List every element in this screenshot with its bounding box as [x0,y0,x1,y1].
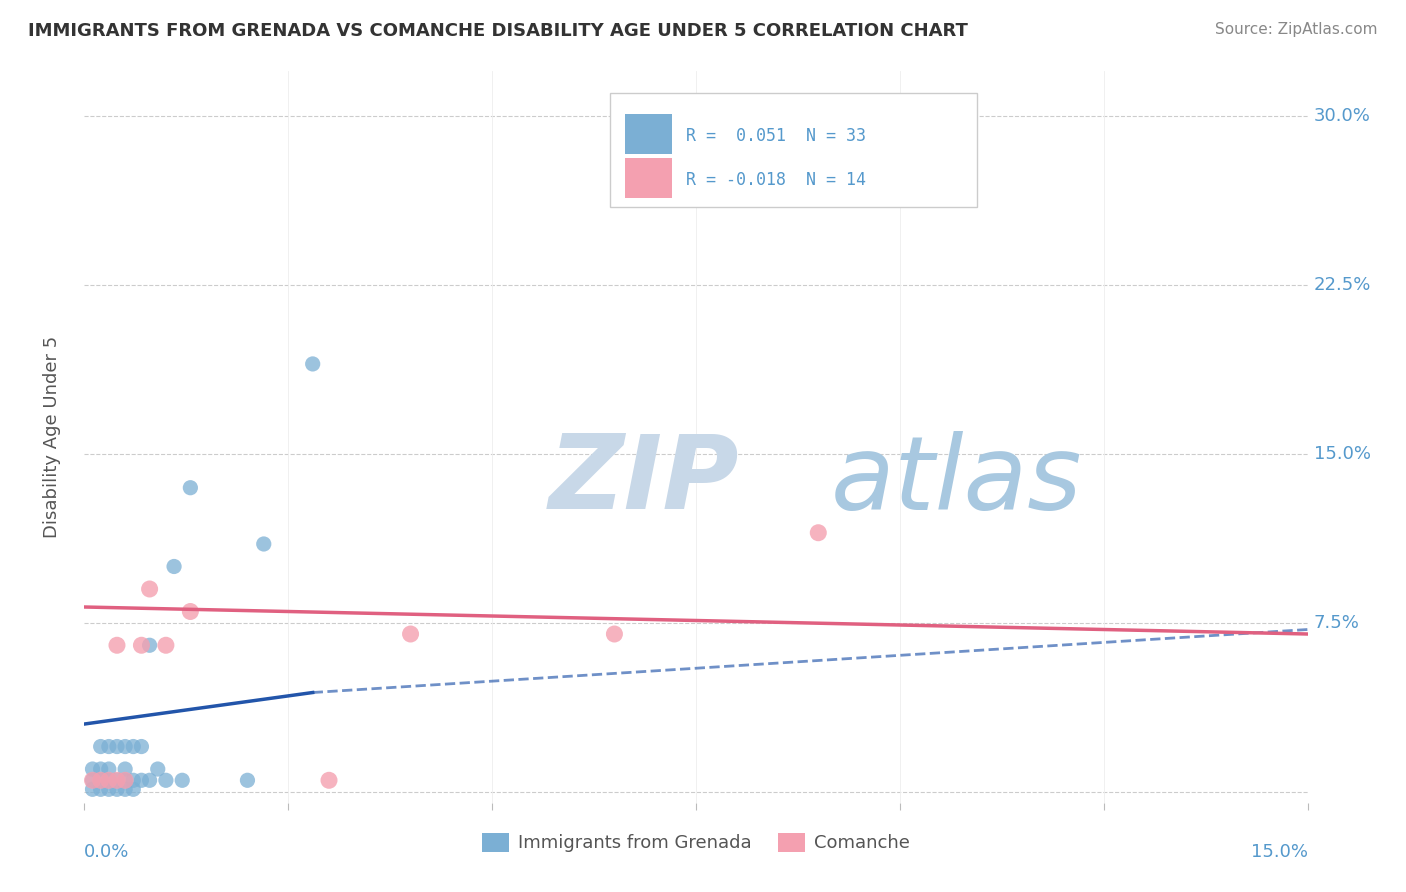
Point [90,739,112,754]
Text: atlas: atlas [831,431,1083,531]
Point [105,782,128,797]
Point [603,627,626,641]
Point [97,739,120,754]
Text: Source: ZipAtlas.com: Source: ZipAtlas.com [1215,22,1378,37]
Point [82,782,104,797]
Text: 15.0%: 15.0% [1313,445,1371,463]
Point [114,762,136,776]
Text: ZIP: ZIP [550,431,740,532]
Point [155,638,177,652]
Point [163,559,186,574]
Text: R = -0.018  N = 14: R = -0.018 N = 14 [686,170,866,188]
Point [122,739,145,754]
Point [105,638,128,652]
Point [82,762,104,776]
Text: 22.5%: 22.5% [1313,277,1371,294]
Point [97,773,120,788]
Point [97,782,120,797]
Point [105,739,128,754]
Point [172,773,194,788]
Text: 7.5%: 7.5% [1313,614,1360,632]
Text: 30.0%: 30.0% [1313,107,1371,126]
Point [105,773,128,788]
Text: IMMIGRANTS FROM GRENADA VS COMANCHE DISABILITY AGE UNDER 5 CORRELATION CHART: IMMIGRANTS FROM GRENADA VS COMANCHE DISA… [28,22,967,40]
Point [114,773,136,788]
Point [114,739,136,754]
Point [138,582,160,596]
Point [90,773,112,788]
Point [82,773,104,788]
Point [97,762,120,776]
Text: R =  0.051  N = 33: R = 0.051 N = 33 [686,127,866,145]
Point [253,537,276,551]
Point [301,357,323,371]
FancyBboxPatch shape [610,94,977,207]
Point [114,782,136,797]
Point [122,773,145,788]
Point [179,481,201,495]
Text: 15.0%: 15.0% [1250,843,1308,861]
Point [807,525,830,540]
Point [138,638,160,652]
Point [131,773,153,788]
Legend: Immigrants from Grenada, Comanche: Immigrants from Grenada, Comanche [474,826,918,860]
Text: 0.0%: 0.0% [84,843,129,861]
Point [122,782,145,797]
Point [105,773,128,788]
Point [399,627,422,641]
Point [236,773,259,788]
Point [82,773,104,788]
Point [114,773,136,788]
Point [131,739,153,754]
Point [155,773,177,788]
Point [318,773,340,788]
Point [131,638,153,652]
Bar [626,114,672,154]
Point [90,773,112,788]
Point [179,605,201,619]
Point [146,762,169,776]
Point [90,762,112,776]
Y-axis label: Disability Age Under 5: Disability Age Under 5 [42,336,60,538]
Bar [626,158,672,198]
Point [138,773,160,788]
Point [90,782,112,797]
Point [97,773,120,788]
